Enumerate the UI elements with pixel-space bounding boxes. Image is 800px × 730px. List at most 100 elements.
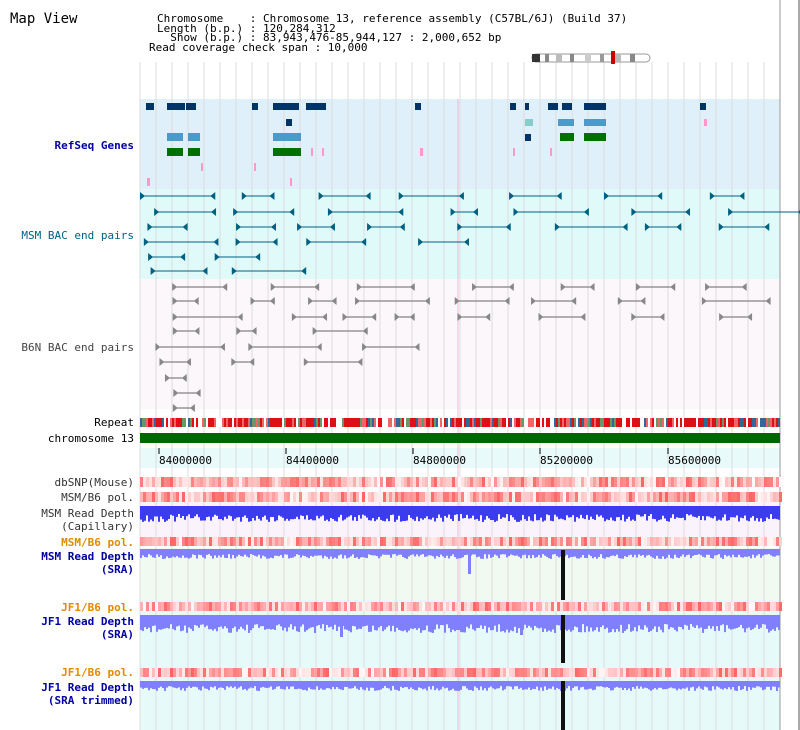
msm-pol-heat-cell <box>644 537 647 546</box>
jf1-sra-depth-bar <box>348 615 350 631</box>
repeat-segment <box>236 418 238 427</box>
jf1-pol-heat-cell <box>764 668 767 677</box>
msm-sra-depth-bar <box>544 549 546 556</box>
jf1-trimmed-depth-bar <box>512 681 514 690</box>
msm-capillary-depth-bar <box>672 506 674 515</box>
msm-sra-depth-bar <box>696 549 698 555</box>
jf1-trimmed-depth-bar <box>322 681 324 690</box>
track-label-refseq-genes[interactable]: RefSeq Genes <box>54 139 134 152</box>
jf1-pol-heat-cell <box>494 602 497 611</box>
jf1-pol-heat-cell <box>443 668 446 677</box>
jf1-pol-heat-cell <box>674 668 677 677</box>
msm-sra-depth-bar <box>346 549 348 559</box>
bac-end-marker <box>604 192 610 200</box>
jf1-sra-depth-bar <box>420 615 422 633</box>
jf1-trimmed-depth-bar <box>486 681 488 691</box>
bac-end-marker <box>255 253 261 261</box>
bac-end-marker <box>676 223 682 231</box>
jf1-sra-depth-bar <box>660 615 662 630</box>
msm-sra-depth-bar <box>334 549 336 558</box>
bac-end-marker <box>764 223 770 231</box>
jf1-sra-depth-bar <box>412 615 414 630</box>
msm-sra-depth-bar <box>660 549 662 559</box>
msm-pol-heat-cell <box>182 537 185 546</box>
header-length: Length (b.p.) : 120,284,312 <box>157 22 336 35</box>
msm-pol-heat-cell <box>326 537 329 546</box>
bac-end-marker <box>409 313 415 321</box>
repeat-segment <box>684 418 686 427</box>
msm-capillary-depth-bar <box>334 506 336 521</box>
gene-feature <box>147 178 150 186</box>
jf1-trimmed-depth-bar <box>182 681 184 689</box>
dbsnp-heat-cell <box>371 477 374 487</box>
msm-pol-heat-cell <box>704 537 707 546</box>
msm-sra-depth-bar <box>284 549 286 555</box>
bac-end-marker <box>236 223 242 231</box>
jf1-trimmed-depth-bar <box>592 681 594 691</box>
jf1-trimmed-depth-bar <box>410 681 412 688</box>
jf1-sra-depth-bar <box>406 615 408 633</box>
repeat-segment <box>322 418 324 427</box>
msm-capillary-depth-bar <box>322 506 324 516</box>
msm-sra-depth-bar <box>386 549 388 555</box>
jf1-pol-heat-cell <box>389 602 392 611</box>
jf1-pol-heat-cell <box>671 668 674 677</box>
msm-pol-heat-cell <box>299 492 302 502</box>
jf1-sra-depth-bar <box>244 615 246 631</box>
jf1-trimmed-depth-bar <box>350 681 352 689</box>
track-label-b6n-bac[interactable]: B6N BAC end pairs <box>21 341 134 354</box>
jf1-pol-heat-cell <box>284 602 287 611</box>
jf1-sra-depth-bar <box>374 615 376 631</box>
dbsnp-heat-cell <box>512 477 515 487</box>
jf1-sra-depth-bar <box>764 615 766 625</box>
repeat-segment <box>578 418 580 427</box>
msm-capillary-depth-bar <box>374 506 376 522</box>
jf1-pol-heat-cell <box>623 668 626 677</box>
jf1-sra-depth-bar <box>740 615 742 625</box>
jf1-pol-heat-cell <box>146 668 149 677</box>
repeat-segment <box>326 418 328 427</box>
msm-pol-heat-cell <box>749 537 752 546</box>
jf1-pol-heat-cell <box>668 668 671 677</box>
msm-pol-heat-cell <box>575 537 578 546</box>
msm-pol-heat-cell <box>374 492 377 502</box>
msm-capillary-depth-bar <box>722 506 724 518</box>
repeat-segment <box>584 418 586 427</box>
repeat-segment <box>340 418 342 427</box>
msm-capillary-depth-bar <box>608 506 610 521</box>
jf1-trimmed-depth-bar <box>242 681 244 690</box>
msm-pol-heat-cell <box>515 492 518 502</box>
jf1-trimmed-depth-bar <box>588 681 590 689</box>
msm-capillary-depth-bar <box>364 506 366 516</box>
msm-capillary-depth-bar <box>170 506 172 515</box>
jf1-pol-heat-cell <box>473 668 476 677</box>
track-label-msm-bac[interactable]: MSM BAC end pairs <box>21 229 134 242</box>
msm-sra-depth-bar <box>482 549 484 559</box>
jf1-pol-heat-cell <box>767 602 770 611</box>
repeat-segment <box>650 418 652 427</box>
msm-pol-heat-cell <box>458 492 461 502</box>
jf1-sra-depth-bar <box>708 615 710 626</box>
repeat-segment <box>424 418 426 427</box>
msm-sra-depth-bar <box>622 549 624 559</box>
jf1-pol-heat-cell <box>611 602 614 611</box>
jf1-pol-heat-cell <box>392 668 395 677</box>
jf1-pol-heat-cell <box>578 602 581 611</box>
msm-capillary-depth-bar <box>362 506 364 515</box>
repeat-segment <box>378 418 380 427</box>
jf1-pol-heat-cell <box>656 668 659 677</box>
bac-end-marker <box>236 327 242 335</box>
msm-sra-depth-bar <box>494 549 496 555</box>
msm-capillary-depth-bar <box>304 506 306 520</box>
track-label-msm-depth-sra-sub: (SRA) <box>100 563 134 576</box>
msm-pol-heat-cell <box>497 537 500 546</box>
jf1-sra-depth-bar <box>164 615 166 629</box>
msm-pol-heat-cell <box>458 537 461 546</box>
jf1-sra-depth-bar <box>752 615 754 630</box>
msm-sra-depth-bar <box>196 549 198 559</box>
msm-sra-depth-bar <box>388 549 390 555</box>
repeat-segment <box>356 418 358 427</box>
jf1-trimmed-depth-bar <box>212 681 214 688</box>
jf1-sra-depth-bar <box>476 615 478 629</box>
